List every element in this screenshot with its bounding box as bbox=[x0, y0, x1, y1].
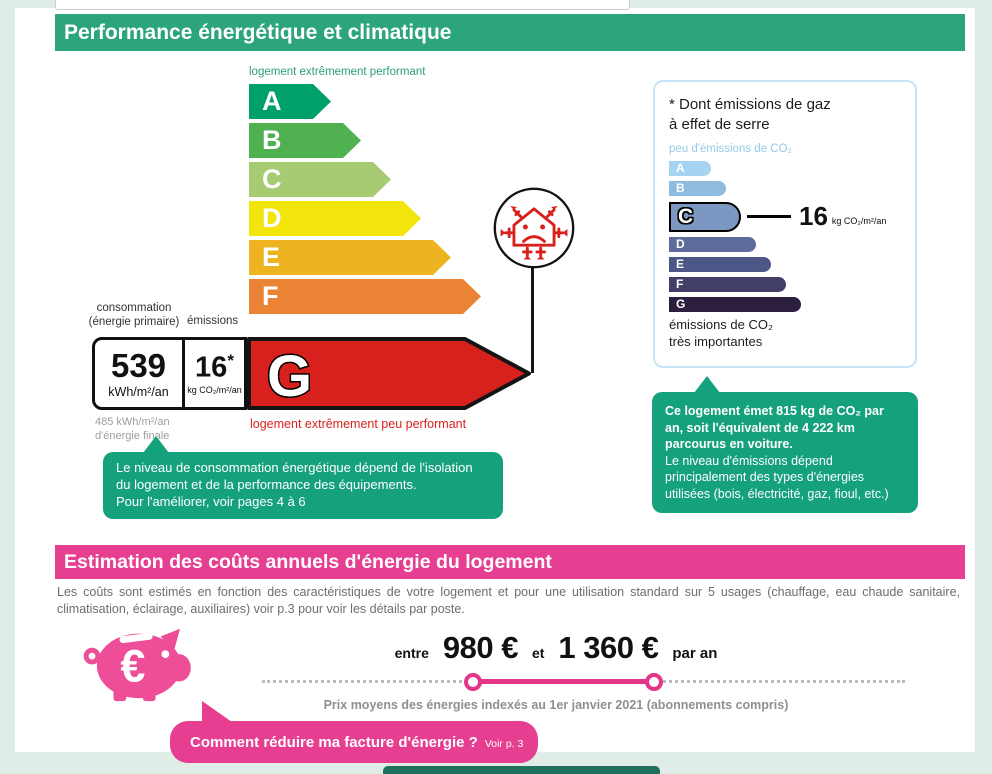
bubble-pointer bbox=[143, 436, 169, 453]
price-index-caption: Prix moyens des énergies indexés au 1er … bbox=[323, 698, 789, 712]
ges-value-annotation: 16 kg CO₂/m²/an bbox=[747, 201, 886, 232]
reduce-bill-tip-bubble[interactable]: Comment réduire ma facture d'énergie ? V… bbox=[170, 701, 538, 763]
costs-description: Les coûts sont estimés en fonction des c… bbox=[57, 585, 960, 616]
cost-min-value: 980 € bbox=[442, 630, 519, 665]
ges-callout-bubble: Ce logement émet 815 kg de CO₂ par an, s… bbox=[652, 376, 918, 513]
energy-class-bar-D: D bbox=[249, 201, 421, 236]
ges-panel-title: * Dont émissions de gaz à effet de serre bbox=[669, 96, 831, 133]
ges-class-row-E: E bbox=[669, 257, 915, 272]
costs-section-header: Estimation des coûts annuels d'énergie d… bbox=[55, 545, 965, 579]
ges-class-row-B: B bbox=[669, 181, 915, 196]
range-word-entre: entre bbox=[394, 645, 429, 661]
energy-class-bar-C: C bbox=[249, 162, 391, 197]
ges-callout-bold-text: Ce logement émet 815 kg de CO₂ par an, s… bbox=[665, 404, 884, 451]
energy-values-box: 539 kWh/m²/an 16* kg CO₂/m²/an bbox=[92, 337, 247, 410]
costs-section-title: Estimation des coûts annuels d'énergie d… bbox=[64, 550, 552, 573]
energy-section-title: Performance énergétique et climatique bbox=[64, 20, 452, 44]
ges-class-row-G: G bbox=[669, 297, 915, 312]
ges-class-bar-G: G bbox=[669, 297, 801, 312]
ges-high-label: émissions de CO₂ très importantes bbox=[669, 317, 774, 349]
emissions-column-label: émissions bbox=[187, 315, 239, 327]
range-word-par-an: par an bbox=[672, 645, 718, 662]
ges-low-label: peu d'émissions de CO₂ bbox=[669, 143, 792, 155]
next-section-peek bbox=[383, 766, 660, 774]
cost-max-value: 1 360 € bbox=[558, 630, 659, 665]
ges-class-bar-C: C bbox=[669, 201, 741, 232]
tip-page-link[interactable]: Voir p. 3 bbox=[484, 737, 524, 750]
sad-house-icon bbox=[493, 187, 575, 269]
emissions-value-cell: 16* kg CO₂/m²/an bbox=[182, 340, 244, 407]
ges-class-bar-F: F bbox=[669, 277, 786, 292]
previous-section-edge bbox=[55, 0, 630, 10]
energy-class-bar-F: F bbox=[249, 279, 481, 314]
consumption-unit: kWh/m²/an bbox=[108, 384, 169, 399]
ges-class-row-D: D bbox=[669, 237, 915, 252]
cost-range-segment bbox=[473, 679, 655, 684]
energy-callout-bubble: Le niveau de consommation énergétique dé… bbox=[103, 436, 503, 519]
ges-class-bar-E: E bbox=[669, 257, 771, 272]
energy-section-header: Performance énergétique et climatique bbox=[55, 14, 965, 51]
consumption-value-cell: 539 kWh/m²/an bbox=[95, 340, 182, 407]
piggy-bank-icon: € bbox=[83, 628, 191, 702]
annual-cost-range: entre 980 € et 1 360 € par an bbox=[236, 630, 876, 666]
emissions-value: 16* bbox=[195, 350, 234, 384]
ges-class-bar-B: B bbox=[669, 181, 726, 196]
ges-class-row-F: F bbox=[669, 277, 915, 292]
emissions-unit: kg CO₂/m²/an bbox=[187, 385, 242, 396]
energy-class-bar-B: B bbox=[249, 123, 361, 158]
ges-panel: * Dont émissions de gaz à effet de serre… bbox=[653, 80, 917, 368]
cost-min-marker bbox=[464, 673, 482, 691]
ges-class-row-C: C 16 kg CO₂/m²/an bbox=[669, 201, 915, 232]
bubble-pointer bbox=[202, 701, 232, 722]
bubble-pointer bbox=[694, 376, 720, 393]
svg-text:€: € bbox=[120, 641, 145, 692]
best-performance-label: logement extrêmement performant bbox=[249, 66, 426, 78]
tip-question-text: Comment réduire ma facture d'énergie ? bbox=[190, 733, 478, 751]
footnote-star: * bbox=[227, 350, 234, 370]
range-word-et: et bbox=[531, 645, 545, 661]
ges-class-bar-A: A bbox=[669, 161, 711, 176]
consumption-value: 539 bbox=[110, 346, 167, 384]
ges-class-bar-D: D bbox=[669, 237, 756, 252]
energy-class-bar-A: A bbox=[249, 84, 331, 119]
ges-class-row-A: A bbox=[669, 161, 915, 176]
energy-class-bar-E: E bbox=[249, 240, 451, 275]
ges-callout-normal-text: Le niveau d'émissions dépend principalem… bbox=[665, 453, 889, 501]
cost-max-marker bbox=[645, 673, 663, 691]
ges-scale-bars: A B C 16 kg CO₂/m²/an D E F G bbox=[669, 161, 915, 312]
callout-connector-line bbox=[531, 266, 534, 373]
worst-performance-label: logement extrêmement peu performant bbox=[250, 417, 467, 431]
consumption-column-label: consommation (énergie primaire) bbox=[88, 302, 180, 329]
energy-callout-text: Le niveau de consommation énergétique dé… bbox=[116, 460, 473, 492]
current-class-letter: G bbox=[267, 344, 312, 409]
energy-callout-pages-link: Pour l'améliorer, voir pages 4 à 6 bbox=[116, 493, 306, 509]
current-class-arrow: G bbox=[247, 337, 531, 411]
